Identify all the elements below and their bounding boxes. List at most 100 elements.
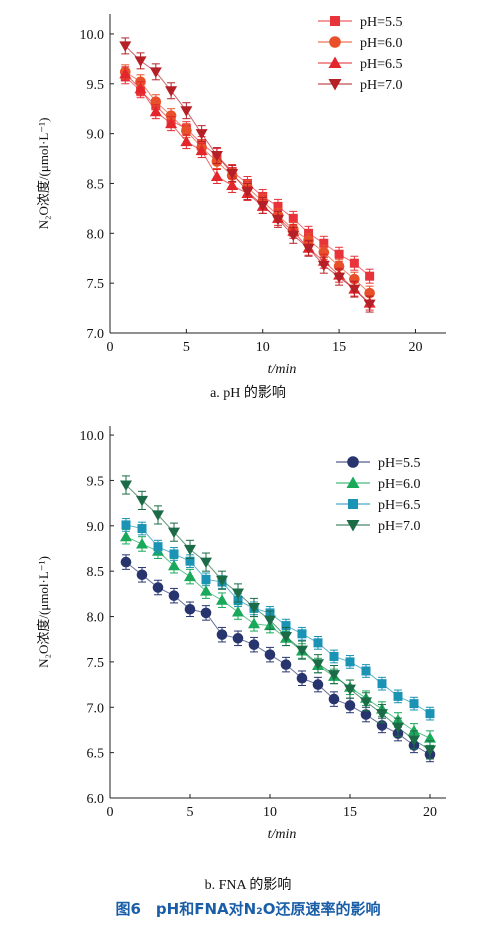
chart-b-data-point — [409, 699, 419, 709]
chart-b-ytick-label: 10.0 — [80, 429, 105, 444]
chart-b-data-point — [120, 556, 132, 568]
chart-a-data-point — [287, 230, 300, 242]
chart-b-xtick-label: 0 — [107, 805, 114, 820]
chart-b-data-point — [121, 520, 131, 530]
chart-a-data-point — [365, 271, 375, 281]
chart-a-ylabel: N₂O浓度/(μmol·L⁻¹) — [36, 118, 51, 230]
chart-a-data-point — [180, 106, 193, 117]
chart-b-data-point — [393, 691, 403, 701]
chart-b-data-point — [425, 709, 435, 719]
chart-b-data-point — [152, 510, 164, 521]
chart-b-data-point — [185, 556, 195, 566]
chart-b-ytick-label: 7.5 — [87, 656, 105, 671]
chart-a-data-point — [165, 117, 178, 129]
chart-b-data-point — [201, 574, 211, 584]
chart-b-legend-marker — [346, 520, 360, 532]
chart-b-data-point — [296, 672, 308, 684]
chart-a-data-point — [226, 169, 239, 180]
chart-b-legend-label: pH=6.0 — [378, 477, 421, 492]
chart-a-ytick-label: 9.0 — [87, 128, 105, 143]
chart-b-data-point — [120, 530, 132, 542]
chart-a-data-point — [149, 105, 162, 117]
chart-a-data-point — [149, 67, 162, 78]
chart-a-data-point — [180, 135, 193, 147]
chart-b-xlabel: t/min — [268, 827, 297, 842]
chart-a-ytick-label: 10.0 — [80, 28, 105, 43]
chart-b-data-point — [281, 621, 291, 631]
chart-b-data-point — [296, 645, 308, 657]
chart-a-data-point — [210, 151, 223, 162]
chart-a-legend-label: pH=5.5 — [360, 15, 403, 30]
chart-b-ytick-label: 9.0 — [87, 520, 105, 535]
chart-b-data-point — [232, 588, 244, 599]
chart-a-data-point — [165, 110, 177, 121]
chart-b-data-point — [137, 524, 147, 534]
chart-b-data-point — [216, 594, 228, 605]
chart-b-ytick-label: 6.5 — [87, 747, 105, 762]
chart-b-data-point — [168, 559, 180, 571]
chart-b-data-point — [360, 697, 372, 708]
chart-b-legend-marker — [348, 499, 358, 509]
chart-b-data-point — [264, 649, 276, 660]
chart-a-data-point — [363, 299, 376, 311]
chart-a-legend-marker — [330, 16, 340, 26]
chart-b-ytick-label: 7.0 — [87, 701, 105, 716]
chart-b-xtick-label: 5 — [187, 805, 194, 820]
chart-b-series-0 — [120, 554, 436, 763]
chart-a-data-point — [256, 200, 269, 212]
chart-b-data-point — [168, 527, 180, 539]
chart-b-data-point — [168, 590, 180, 601]
chart-b-data-point — [360, 709, 372, 720]
chart-b-xtick-label: 15 — [343, 805, 357, 820]
chart-a-data-point — [195, 144, 208, 156]
chart-b-data-point — [424, 745, 436, 756]
chart-b-data-point — [280, 659, 292, 670]
chart-b-data-point — [329, 651, 339, 661]
chart-a-data-point — [333, 272, 346, 284]
chart-a-ytick-label: 7.5 — [87, 277, 105, 292]
chart-a-sublabel: a. pH 的影响 — [210, 386, 286, 401]
chart-b-data-point — [376, 709, 388, 720]
chart-b-data-point — [392, 722, 404, 734]
chart-a-data-point — [181, 125, 192, 136]
chart-a-data-point — [302, 243, 315, 255]
chart-b-data-point — [216, 575, 228, 587]
chart-b-legend: pH=5.5 pH=6.0 pH=6.5 pH=7.0 — [336, 456, 421, 534]
chart-a-data-point — [348, 284, 361, 296]
chart-a-legend-marker — [328, 79, 342, 91]
chart-a-data-point — [334, 249, 344, 259]
chart-a-data-point — [273, 201, 283, 211]
chart-a-xlabel: t/min — [268, 362, 297, 377]
chart-a-series-3 — [119, 37, 376, 313]
chart-b-data-point — [216, 629, 228, 640]
chart-a-ytick-label: 8.0 — [87, 227, 105, 242]
chart-a-data-point — [119, 41, 132, 52]
chart-b-data-point — [136, 495, 148, 507]
chart-a-ytick-label: 9.5 — [87, 78, 105, 93]
chart-b-data-point — [345, 657, 355, 667]
chart-a-data-point — [165, 86, 178, 97]
chart-b-data-point — [248, 617, 260, 629]
chart-panel-b: 6.0 6.5 7.0 7.5 8.0 8.5 9.0 9.5 10.0 0 5 10 15 20 t/mi… — [0, 410, 496, 898]
chart-a-legend: pH=5.5 pH=6.0 pH=6.5 pH=7.0 — [318, 15, 403, 93]
chart-a-ytick-label: 8.5 — [87, 177, 105, 192]
chart-b-legend-label: pH=7.0 — [378, 519, 421, 534]
chart-b-ytick-label: 8.0 — [87, 611, 105, 626]
chart-a-legend-label: pH=7.0 — [360, 78, 403, 93]
chart-b-legend-marker — [347, 456, 359, 468]
chart-a-xtick-label: 20 — [408, 340, 422, 355]
chart-b-data-point — [377, 679, 387, 689]
chart-b-data-point — [200, 585, 212, 596]
chart-a-xtick-label: 15 — [332, 340, 346, 355]
chart-b-data-point — [313, 638, 323, 648]
chart-b-data-point — [328, 670, 340, 681]
chart-a-data-point — [317, 260, 330, 272]
chart-b-data-point — [136, 537, 148, 549]
chart-a-xtick-label: 5 — [183, 340, 190, 355]
chart-b-data-point — [200, 607, 212, 619]
chart-b-series-2 — [121, 518, 435, 721]
chart-b-data-point — [136, 569, 148, 581]
chart-b-data-point — [184, 603, 196, 615]
chart-a-data-point — [272, 214, 284, 226]
chart-b-data-point — [424, 732, 436, 743]
